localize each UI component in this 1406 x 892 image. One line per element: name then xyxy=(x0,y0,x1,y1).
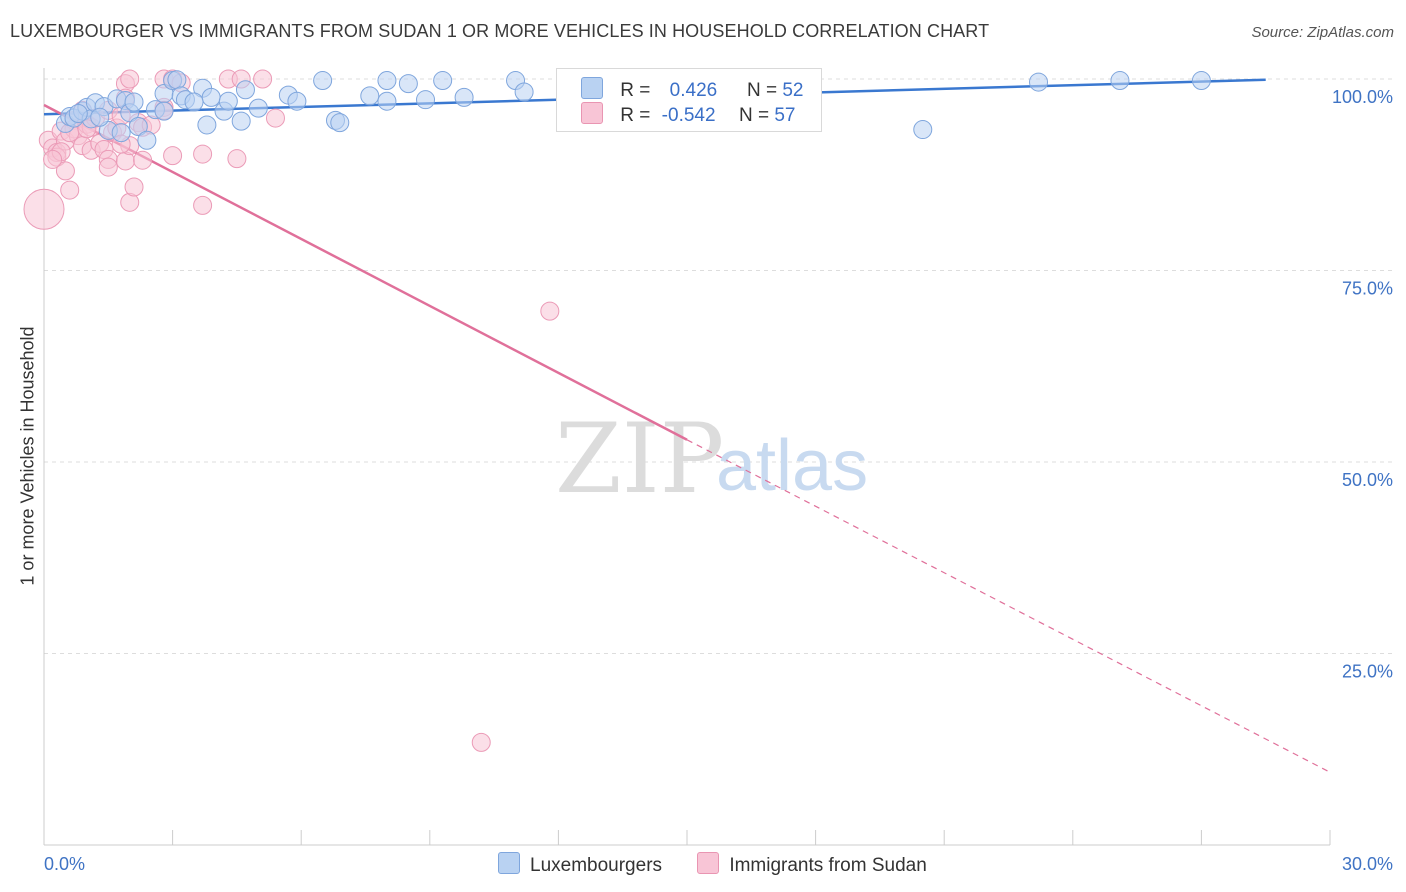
luxembourger-point xyxy=(433,71,453,91)
luxembourger-point xyxy=(416,90,436,110)
luxembourger-point xyxy=(1029,72,1049,92)
legend-n-value: 52 xyxy=(782,80,804,101)
legend-item-sudan: Immigrants from Sudan xyxy=(697,852,927,877)
data-points xyxy=(23,69,1211,752)
legend-n-value: 57 xyxy=(774,105,796,126)
luxembourger-point xyxy=(231,111,251,131)
legend-r-value: 0.426 xyxy=(669,80,718,101)
watermark-zip: ZIP xyxy=(555,403,724,515)
sudan-point xyxy=(133,150,153,170)
luxembourger-point xyxy=(913,120,933,140)
sudan-point xyxy=(253,69,273,89)
legend-swatch-pink xyxy=(697,852,720,874)
legend-row-sudan: R = -0.542 N = 57 xyxy=(581,102,796,126)
luxembourger-point xyxy=(90,107,110,127)
x-tick-label: 0.0% xyxy=(44,854,85,874)
source-label: Source: ZipAtlas.com xyxy=(1251,24,1394,41)
luxembourger-point xyxy=(330,113,350,133)
sudan-point xyxy=(227,149,247,169)
grid xyxy=(44,78,1392,654)
luxembourger-point xyxy=(218,91,238,111)
luxembourger-point xyxy=(201,87,221,107)
sudan-point xyxy=(120,69,140,89)
luxembourger-point xyxy=(1191,71,1211,91)
x-tick-label: 30.0% xyxy=(1342,854,1393,874)
luxembourger-point xyxy=(287,91,307,111)
legend-swatch-pink xyxy=(581,102,603,124)
legend-n-label: N = xyxy=(746,80,778,101)
sudan-point xyxy=(540,301,560,321)
legend-label: Luxembourgers xyxy=(530,855,663,876)
legend-r-label: R = xyxy=(620,80,651,101)
watermark-atlas: atlas xyxy=(716,426,868,506)
luxembourger-point xyxy=(124,92,144,112)
luxembourger-point xyxy=(235,80,255,100)
luxembourger-point xyxy=(313,71,333,91)
luxembourger-point xyxy=(454,87,474,107)
y-tick-label: 50.0% xyxy=(1342,470,1393,490)
chart-title: LUXEMBOURGER VS IMMIGRANTS FROM SUDAN 1 … xyxy=(10,21,990,41)
sudan-point xyxy=(43,149,63,169)
sudan-point xyxy=(471,732,491,752)
luxembourger-point xyxy=(398,74,418,94)
legend-r-label: R = xyxy=(620,105,651,126)
sudan-point xyxy=(193,195,213,215)
sudan-trend-extension xyxy=(686,439,1331,773)
luxembourger-point xyxy=(197,115,217,135)
luxembourger-point xyxy=(1110,71,1130,91)
sudan-point xyxy=(60,180,80,200)
luxembourger-point xyxy=(128,116,148,136)
legend-swatch-blue xyxy=(581,77,603,99)
legend-r-value: -0.542 xyxy=(661,105,716,126)
sudan-point xyxy=(23,188,65,230)
luxembourger-point xyxy=(514,82,534,102)
sudan-point xyxy=(98,157,118,177)
luxembourger-point xyxy=(377,91,397,111)
luxembourger-point xyxy=(154,101,174,121)
y-tick-label: 75.0% xyxy=(1342,279,1393,299)
luxembourger-point xyxy=(167,70,187,90)
y-tick-label: 25.0% xyxy=(1342,662,1393,682)
luxembourger-point xyxy=(68,103,88,123)
luxembourger-point xyxy=(137,130,157,150)
legend-label: Immigrants from Sudan xyxy=(729,855,927,876)
luxembourger-point xyxy=(248,98,268,118)
legend-n-label: N = xyxy=(738,105,770,126)
sudan-point xyxy=(265,108,285,128)
sudan-point xyxy=(55,161,75,181)
luxembourger-point xyxy=(184,92,204,112)
stats-legend: R = 0.426 N = 52 R = -0.542 N = 57 xyxy=(556,68,822,132)
y-tick-label: 100.0% xyxy=(1332,87,1393,107)
legend-swatch-blue xyxy=(498,852,520,874)
legend-row-luxembourgers: R = 0.426 N = 52 xyxy=(581,77,804,101)
luxembourger-point xyxy=(360,86,380,106)
tick-labels: 100.0% 75.0% 50.0% 25.0% 0.0% 30.0% xyxy=(44,87,1393,874)
luxembourger-point xyxy=(111,123,131,143)
sudan-point xyxy=(193,144,213,164)
luxembourger-point xyxy=(377,71,397,91)
series-legend: Luxembourgers Immigrants from Sudan xyxy=(498,852,957,877)
sudan-point xyxy=(124,177,144,197)
sudan-point xyxy=(163,146,183,166)
legend-item-luxembourgers: Luxembourgers xyxy=(498,852,662,877)
